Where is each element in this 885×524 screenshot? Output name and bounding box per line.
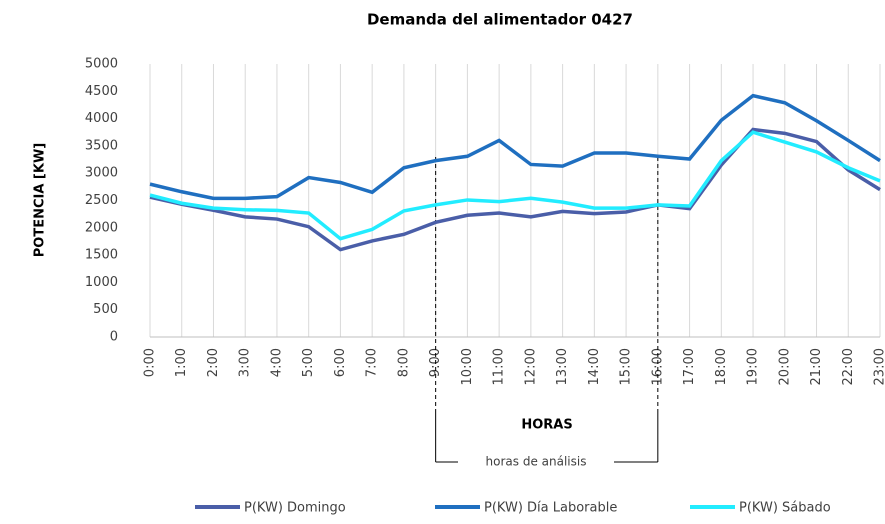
x-tick-label: 23:00 [873, 348, 885, 385]
chart-title: Demanda del alimentador 0427 [367, 11, 633, 29]
x-tick-label: 19:00 [746, 348, 761, 385]
annotation: horas de análisis [486, 455, 587, 469]
y-tick-label: 5000 [85, 57, 118, 72]
y-tick-label: 3500 [85, 138, 118, 153]
legend-label: P(KW) Domingo [244, 501, 346, 516]
x-tick-label: 6:00 [333, 348, 348, 377]
x-tick-label: 2:00 [206, 348, 221, 377]
x-tick-label: 10:00 [460, 348, 475, 385]
x-tick-label: 1:00 [174, 348, 189, 377]
x-tick-label: 15:00 [619, 348, 634, 385]
x-tick-label: 4:00 [269, 348, 284, 377]
x-axis-title: HORAS [521, 418, 572, 433]
x-tick-label: 12:00 [523, 348, 538, 385]
x-tick-label: 3:00 [238, 348, 253, 377]
y-tick-label: 1500 [85, 248, 118, 263]
legend-label: P(KW) Día Laborable [484, 501, 617, 516]
x-tick-label: 0:00 [143, 348, 158, 377]
x-tick-label: 17:00 [682, 348, 697, 385]
x-tick-label: 7:00 [365, 348, 380, 377]
x-tick-label: 22:00 [841, 348, 856, 385]
x-tick-label: 14:00 [587, 348, 602, 385]
series-line [150, 130, 880, 250]
y-tick-label: 4000 [85, 111, 118, 126]
x-tick-label: 5:00 [301, 348, 316, 377]
y-tick-label: 0 [110, 330, 118, 345]
y-tick-label: 2500 [85, 193, 118, 208]
y-tick-label: 500 [93, 302, 118, 317]
x-tick-label: 8:00 [396, 348, 411, 377]
x-tick-label: 20:00 [777, 348, 792, 385]
y-axis-title: POTENCIA [KW] [33, 143, 48, 257]
x-tick-label: 21:00 [809, 348, 824, 385]
x-tick-label: 18:00 [714, 348, 729, 385]
y-tick-label: 2000 [85, 220, 118, 235]
x-tick-label: 13:00 [555, 348, 570, 385]
x-tick-label: 11:00 [492, 348, 507, 385]
y-tick-label: 3000 [85, 166, 118, 181]
legend-label: P(KW) Sábado [739, 501, 831, 516]
series-line [150, 132, 880, 238]
y-tick-label: 4500 [85, 84, 118, 99]
series-line [150, 96, 880, 199]
y-tick-label: 1000 [85, 275, 118, 290]
